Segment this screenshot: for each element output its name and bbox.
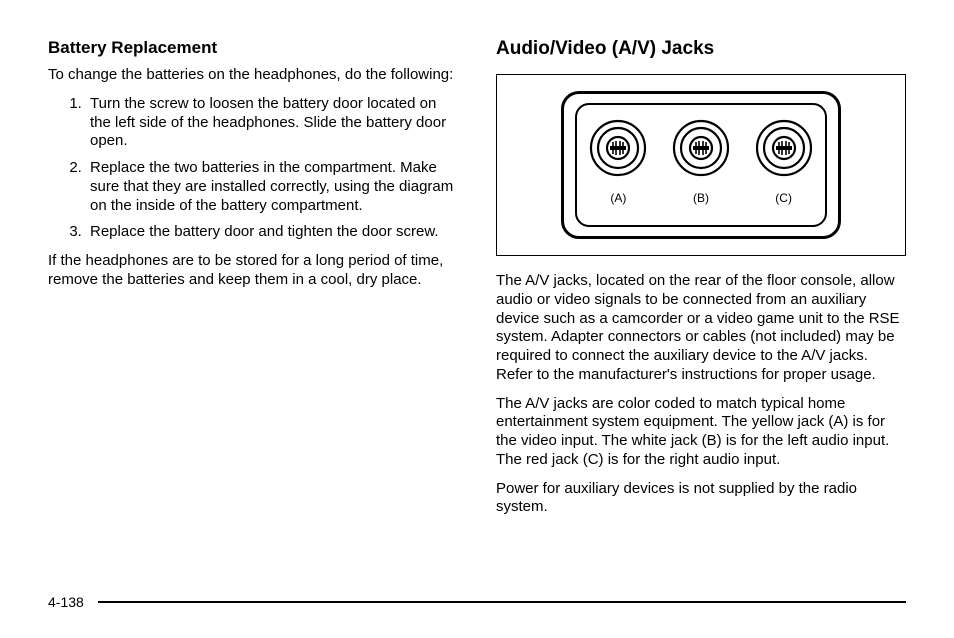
jack-label-a: (A) xyxy=(610,191,626,205)
two-column-layout: Battery Replacement To change the batter… xyxy=(48,38,906,527)
jack-icon xyxy=(755,119,813,177)
step-item: Turn the screw to loosen the battery doo… xyxy=(86,95,458,151)
jack-icon xyxy=(672,119,730,177)
av-jacks-heading: Audio/Video (A/V) Jacks xyxy=(496,38,906,60)
intro-text: To change the batteries on the headphone… xyxy=(48,66,458,85)
av-jacks-figure: (A) (B) xyxy=(496,74,906,256)
footer-rule xyxy=(98,601,906,603)
step-item: Replace the two batteries in the compart… xyxy=(86,159,458,215)
av-description-2: The A/V jacks are color coded to match t… xyxy=(496,395,906,470)
step-item: Replace the battery door and tighten the… xyxy=(86,223,458,242)
left-column: Battery Replacement To change the batter… xyxy=(48,38,458,527)
storage-note: If the headphones are to be stored for a… xyxy=(48,252,458,290)
jack-label-b: (B) xyxy=(693,191,709,205)
jack-icon xyxy=(589,119,647,177)
av-description-1: The A/V jacks, located on the rear of th… xyxy=(496,272,906,385)
page-number: 4-138 xyxy=(48,594,84,610)
replacement-steps-list: Turn the screw to loosen the battery doo… xyxy=(48,95,458,242)
jack-c: (C) xyxy=(749,119,819,205)
jack-label-c: (C) xyxy=(775,191,792,205)
jack-panel-diagram: (A) (B) xyxy=(561,91,841,239)
page-footer: 4-138 xyxy=(48,594,906,610)
battery-replacement-heading: Battery Replacement xyxy=(48,38,458,58)
right-column: Audio/Video (A/V) Jacks xyxy=(496,38,906,527)
jack-b: (B) xyxy=(666,119,736,205)
av-description-3: Power for auxiliary devices is not suppl… xyxy=(496,480,906,518)
jack-a: (A) xyxy=(583,119,653,205)
panel-inner-border: (A) (B) xyxy=(575,103,827,227)
